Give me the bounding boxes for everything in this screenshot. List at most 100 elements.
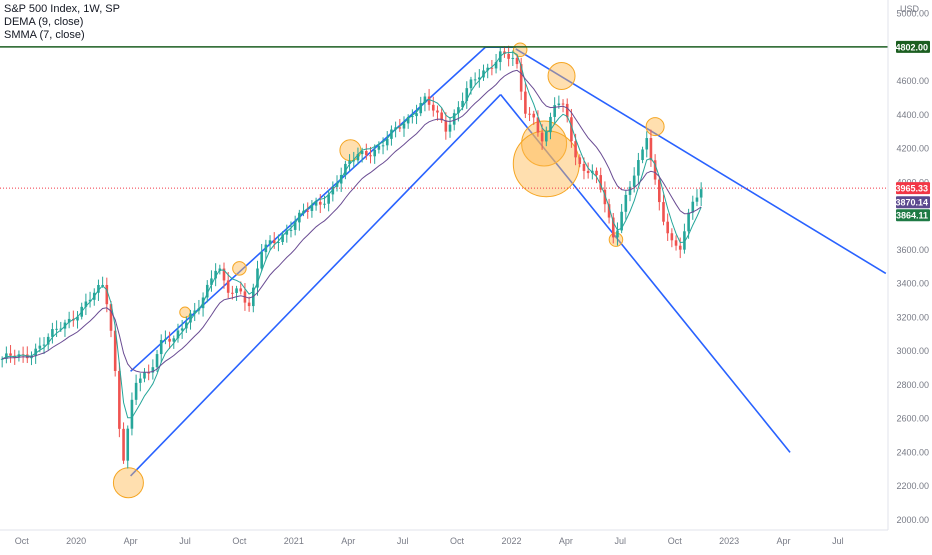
highlight-circle-8	[608, 232, 624, 247]
candle-body-95	[398, 127, 402, 129]
time-tick-9: 2022	[501, 536, 521, 546]
candle-body-89	[373, 149, 376, 157]
candle-body-8	[34, 348, 37, 357]
price-tick-6: 3200.00	[896, 312, 929, 322]
time-tick-15: Jul	[832, 536, 844, 546]
candle-body-160	[670, 233, 674, 241]
price-tick-13: 4600.00	[896, 76, 929, 86]
candle-body-71	[298, 212, 301, 223]
candle-body-33	[138, 378, 142, 383]
candle-body-146	[611, 217, 615, 238]
candle-body-167	[699, 189, 703, 198]
smma-line	[2, 69, 702, 373]
legend-smma[interactable]: SMMA (7, close)	[4, 29, 85, 41]
candle-body-101	[423, 96, 427, 104]
price-badge-2: 3870.14	[895, 198, 928, 208]
trendlines-layer	[130, 46, 887, 477]
candle-body-125	[524, 91, 527, 114]
candle-body-102	[427, 96, 431, 105]
time-tick-10: Apr	[559, 536, 573, 546]
candle-body-127	[532, 113, 536, 118]
candle-body-77	[323, 203, 326, 205]
legend-dema[interactable]: DEMA (9, close)	[4, 16, 84, 28]
candle-body-23	[97, 285, 100, 293]
candle-body-118	[494, 62, 498, 69]
candle-body-152	[637, 160, 640, 176]
price-tick-5: 3000.00	[896, 346, 929, 356]
candle-body-109	[457, 107, 460, 114]
candle-body-158	[662, 202, 665, 222]
candle-body-40	[168, 338, 171, 342]
candle-body-11	[46, 336, 50, 345]
candle-body-12	[51, 329, 54, 337]
price-badge-1: 3965.33	[895, 184, 928, 194]
candle-body-97	[406, 117, 410, 124]
time-tick-14: Apr	[777, 536, 791, 546]
candle-body-91	[381, 145, 385, 147]
candle-body-61	[256, 268, 259, 288]
highlight-circle-2	[232, 261, 247, 276]
candle-body-112	[469, 79, 473, 89]
candle-body-62	[260, 252, 263, 269]
candle-body-153	[641, 149, 644, 161]
candle-body-135	[565, 103, 569, 118]
candle-body-162	[678, 245, 682, 250]
candle-body-156	[653, 160, 657, 180]
price-tick-2: 2400.00	[896, 447, 929, 457]
candle-body-20	[84, 301, 88, 307]
price-axis-bg	[888, 0, 932, 550]
time-tick-6: Apr	[341, 536, 355, 546]
price-axis[interactable]: USD 2000.00 2200.00 2400.00 2600.00 2800.00 30…	[887, 0, 932, 550]
candle-body-145	[607, 204, 611, 218]
time-axis[interactable]: Oct 2020 Apr Jul Oct 2021 Apr Jul Oct 2022 Apr Jul O…	[0, 529, 888, 546]
candle-body-49	[205, 284, 209, 298]
candle-body-86	[360, 151, 364, 155]
candle-body-39	[164, 338, 167, 341]
candle-body-57	[239, 288, 243, 292]
trendline-4	[499, 94, 791, 453]
candle-body-76	[318, 201, 322, 205]
candle-body-139	[582, 163, 586, 171]
price-badge-3: 3864.11	[896, 211, 928, 221]
candle-body-88	[369, 155, 372, 157]
candle-body-32	[134, 382, 138, 400]
price-badge-bg-3	[896, 209, 930, 222]
candle-body-59	[247, 302, 251, 307]
candle-body-99	[415, 113, 418, 117]
candle-body-108	[452, 113, 456, 125]
candle-body-100	[419, 103, 423, 114]
candle-body-25	[105, 284, 109, 305]
price-badge-bg-0	[896, 40, 930, 53]
candle-body-129	[540, 132, 544, 142]
candle-body-105	[440, 112, 443, 121]
candle-body-110	[461, 100, 464, 108]
candle-body-44	[185, 322, 188, 329]
candle-body-67	[281, 234, 284, 243]
candle-body-163	[683, 231, 686, 250]
candle-body-56	[235, 288, 238, 293]
candle-body-93	[390, 129, 393, 139]
candle-body-106	[444, 120, 448, 132]
candle-body-122	[511, 57, 515, 59]
time-tick-5: 2021	[284, 536, 304, 546]
candle-body-92	[385, 138, 389, 146]
candle-body-166	[695, 197, 699, 202]
price-tick-7: 3400.00	[896, 279, 929, 289]
time-tick-12: Oct	[668, 536, 683, 546]
candle-body-1	[5, 353, 8, 359]
candle-body-136	[570, 117, 573, 142]
candle-body-132	[553, 105, 556, 117]
candle-body-149	[624, 194, 628, 212]
candle-body-126	[528, 113, 531, 115]
candle-body-14	[59, 328, 63, 330]
candle-body-66	[277, 242, 280, 244]
price-tick-0: 2000.00	[896, 515, 929, 525]
candle-body-96	[402, 123, 406, 129]
candle-body-82	[344, 163, 347, 175]
legend-symbol[interactable]: S&P 500 Index, 1W, SP	[4, 3, 120, 15]
candle-body-130	[544, 132, 548, 142]
candle-body-159	[666, 221, 669, 234]
candle-body-164	[687, 212, 690, 232]
